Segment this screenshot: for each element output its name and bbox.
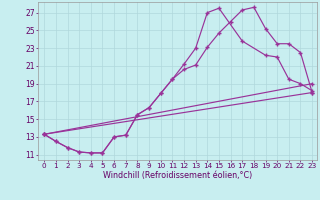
- X-axis label: Windchill (Refroidissement éolien,°C): Windchill (Refroidissement éolien,°C): [103, 171, 252, 180]
